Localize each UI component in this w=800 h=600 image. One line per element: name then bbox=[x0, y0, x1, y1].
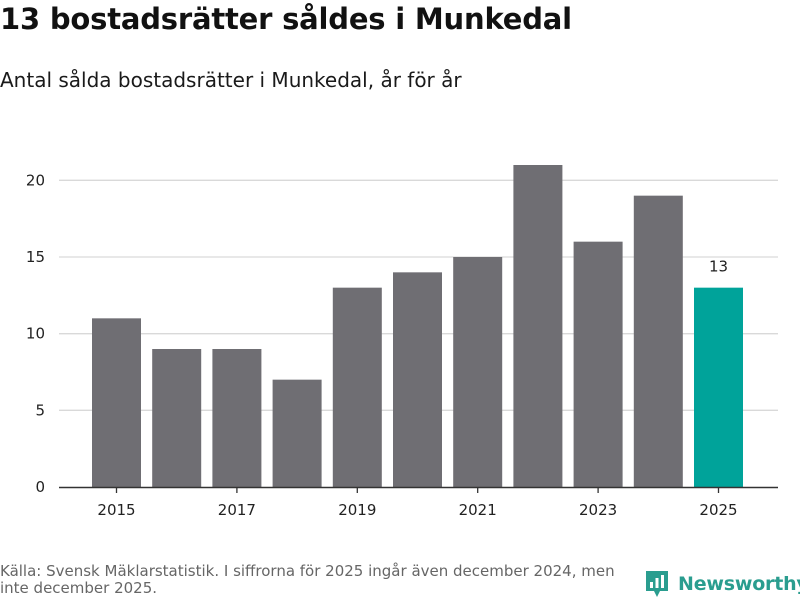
x-tick-label-2025: 2025 bbox=[699, 501, 737, 519]
x-tick-label-2019: 2019 bbox=[338, 501, 376, 519]
source-note: Källa: Svensk Mäklarstatistik. I siffror… bbox=[0, 562, 615, 597]
logo-text: Newsworthy bbox=[678, 573, 800, 595]
bar-2024 bbox=[633, 195, 683, 487]
y-tick-label-20: 20 bbox=[26, 171, 45, 189]
bar-2019 bbox=[332, 287, 382, 487]
x-tick-label-2017: 2017 bbox=[218, 501, 256, 519]
bar-2016 bbox=[152, 349, 202, 487]
bar-2025 bbox=[694, 287, 743, 487]
y-tick-label-5: 5 bbox=[35, 401, 45, 419]
bar-2017 bbox=[212, 349, 262, 487]
data-label-2025: 13 bbox=[709, 258, 728, 276]
bar-chart-pin-icon bbox=[646, 571, 668, 597]
y-tick-label-0: 0 bbox=[35, 478, 45, 496]
x-tick-label-2023: 2023 bbox=[579, 501, 617, 519]
x-tick-label-2021: 2021 bbox=[459, 501, 497, 519]
newsworthy-logo[interactable]: Newsworthy bbox=[644, 569, 800, 599]
y-tick-label-15: 15 bbox=[26, 248, 45, 266]
chart-title: 13 bostadsrätter såldes i Munkedal bbox=[0, 2, 572, 36]
x-tick-label-2015: 2015 bbox=[97, 501, 135, 519]
chart-subtitle: Antal sålda bostadsrätter i Munkedal, år… bbox=[0, 68, 462, 92]
y-tick-label-10: 10 bbox=[26, 325, 45, 343]
bar-2022 bbox=[513, 165, 563, 487]
bar-2015 bbox=[92, 318, 141, 487]
bar-2023 bbox=[573, 241, 623, 487]
bar-2021 bbox=[453, 257, 503, 487]
bar-2020 bbox=[393, 272, 442, 487]
bar-2018 bbox=[272, 379, 322, 487]
